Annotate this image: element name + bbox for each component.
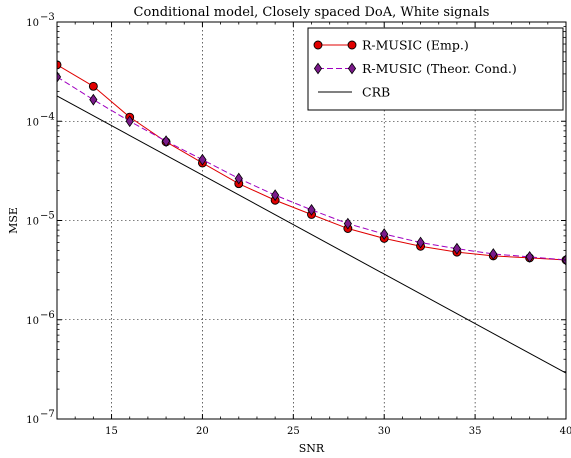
series-2-point [416, 236, 425, 249]
x-tick-label: 30 [378, 426, 391, 437]
legend-marker [313, 62, 323, 75]
x-tick-label: 40 [560, 426, 571, 437]
series-1-point [88, 81, 98, 91]
y-tick-label: 10 [26, 316, 39, 327]
x-axis-title: SNR [299, 442, 325, 455]
series-2-point [89, 93, 98, 106]
y-tick-label: 10 [26, 217, 39, 228]
series-2-point [161, 135, 171, 148]
series-2-point [271, 189, 280, 202]
x-tick-label: 15 [105, 426, 118, 437]
y-tick-label: 10 [26, 18, 39, 29]
series-2-point [489, 248, 498, 260]
y-tick-exponent: −5 [40, 211, 55, 222]
series-line-3 [57, 95, 566, 374]
x-tick-label: 20 [196, 426, 209, 437]
series-2-point [234, 172, 243, 185]
y-tick-label: 10 [26, 117, 39, 128]
legend-label-1: R-MUSIC (Emp.) [362, 38, 469, 53]
series-line-2 [57, 76, 566, 261]
legend-label-2: R-MUSIC (Theor. Cond.) [362, 61, 517, 76]
series-2-point [198, 153, 207, 166]
series-2-point [525, 250, 534, 263]
legend-marker [347, 62, 357, 75]
series-2-point [125, 115, 134, 128]
y-tick-exponent: −4 [40, 111, 55, 122]
grid [57, 22, 566, 419]
series-2-point [452, 242, 462, 255]
chart-title: Conditional model, Closely spaced DoA, W… [134, 5, 490, 20]
legend-marker [313, 40, 323, 50]
y-axis-title: MSE [7, 207, 20, 234]
y-tick-exponent: −6 [40, 310, 55, 321]
legend: R-MUSIC (Emp.) R-MUSIC (Theor. Cond.) CRB [307, 27, 564, 111]
y-tick-label: 10 [26, 415, 39, 426]
legend-marker [347, 40, 357, 50]
y-tick-exponent: −3 [40, 12, 55, 23]
series-layer [57, 60, 566, 374]
x-tick-label: 25 [287, 426, 300, 437]
series-2-point [380, 228, 389, 240]
series-2-point [343, 217, 352, 230]
series-1-point [57, 60, 62, 70]
y-tick-exponent: −7 [40, 409, 55, 420]
x-tick-label: 35 [469, 426, 482, 437]
legend-label-3: CRB [362, 85, 390, 100]
series-2-point [307, 203, 316, 216]
